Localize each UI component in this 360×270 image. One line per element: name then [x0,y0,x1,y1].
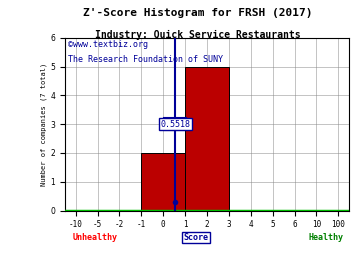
Text: The Research Foundation of SUNY: The Research Foundation of SUNY [68,55,222,64]
Text: Score: Score [184,233,208,242]
Text: Healthy: Healthy [309,233,343,242]
Text: Z'-Score Histogram for FRSH (2017): Z'-Score Histogram for FRSH (2017) [83,8,313,18]
Bar [141,153,185,211]
Y-axis label: Number of companies (7 total): Number of companies (7 total) [41,63,48,186]
Text: ©www.textbiz.org: ©www.textbiz.org [68,39,148,49]
Text: Unhealthy: Unhealthy [73,233,118,242]
Bar [185,67,229,211]
Text: Industry: Quick Service Restaurants: Industry: Quick Service Restaurants [95,30,301,40]
Text: 0.5518: 0.5518 [160,120,190,129]
